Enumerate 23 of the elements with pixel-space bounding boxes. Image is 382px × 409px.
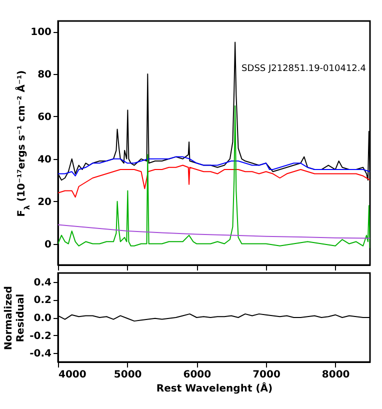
y-tick-label: 80 <box>38 70 52 81</box>
annotation: SDSS J212851.19-010412.4 <box>242 64 366 74</box>
x-tick-label: 6000 <box>183 370 212 380</box>
y-tick-label: 0.0 <box>34 313 52 324</box>
line-series <box>58 105 370 249</box>
y-tick-label: -0.4 <box>30 348 52 360</box>
line-series <box>58 156 370 176</box>
y-tick-label: 20 <box>38 196 52 208</box>
x-tick-label: 5000 <box>114 370 142 380</box>
y-axis-title: Normalized Residual <box>4 286 27 350</box>
y-tick-label: 0.2 <box>34 295 52 306</box>
y-tick-label: 60 <box>38 112 52 123</box>
x-tick-label: 8000 <box>322 370 350 380</box>
y-tick-label: 100 <box>30 27 52 38</box>
y-tick-label: 40 <box>38 154 52 166</box>
x-tick-label: 4000 <box>58 370 86 380</box>
x-axis-title: Rest Wavelenght (Å) <box>156 382 273 394</box>
line-series <box>58 224 370 239</box>
y-tick-label: 0.4 <box>34 277 52 288</box>
x-tick-label: 7000 <box>252 370 280 380</box>
line-series <box>58 164 370 198</box>
y-tick-label: 0 <box>44 239 52 250</box>
y-tick-label: -0.2 <box>30 330 52 342</box>
